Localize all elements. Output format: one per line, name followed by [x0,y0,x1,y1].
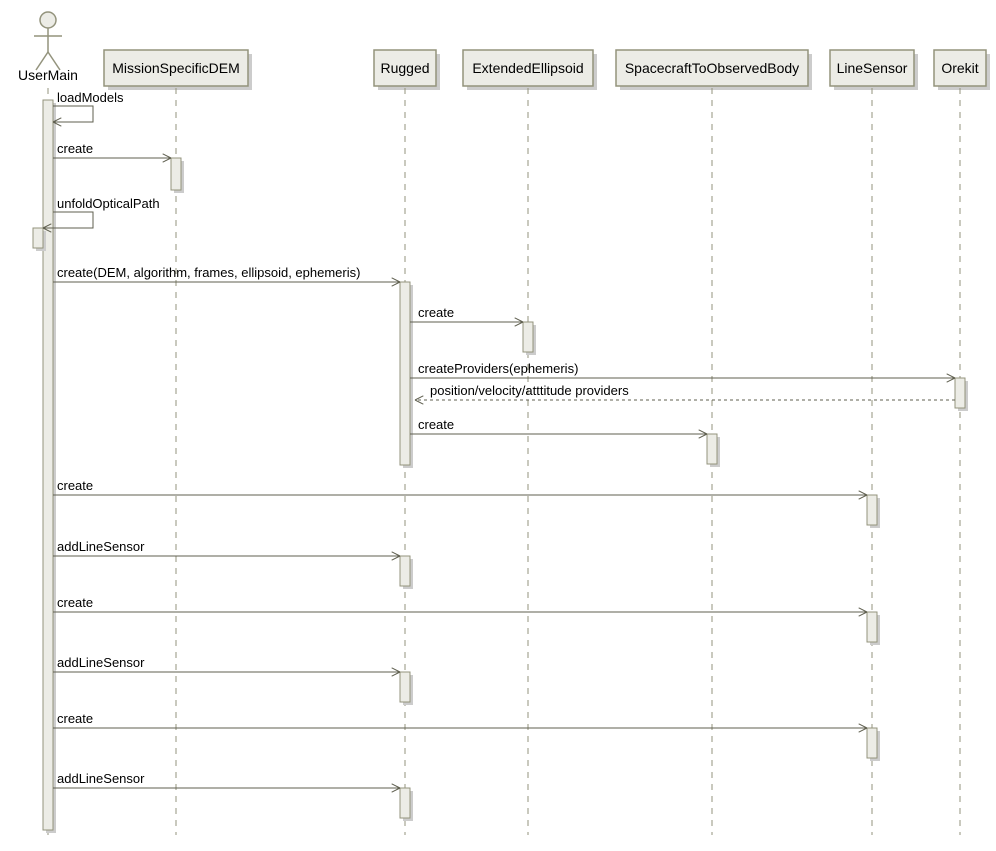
participant-stb: SpacecraftToObservedBody [616,50,812,90]
activation-bar [955,378,965,408]
activation-bar [33,228,43,248]
activation-bar [400,672,410,702]
participant-orekit: Orekit [934,50,990,90]
message-label: position/velocity/atttitude providers [430,383,629,398]
message: create [53,478,867,495]
message-label: create [418,305,454,320]
participant-label: LineSensor [837,60,908,76]
message-label: addLineSensor [57,771,145,786]
message: create [410,305,523,322]
message-label: loadModels [57,90,124,105]
message: position/velocity/atttitude providers [415,383,955,400]
activation-bar [867,728,877,758]
message: create [410,417,707,434]
message-label: addLineSensor [57,655,145,670]
message-label: create [57,478,93,493]
participant-label: SpacecraftToObservedBody [625,60,799,76]
message: create [53,141,171,158]
activation-bar [43,100,53,830]
message: addLineSensor [53,771,400,788]
message-label: createProviders(ephemeris) [418,361,578,376]
message-label: create(DEM, algorithm, frames, ellipsoid… [57,265,360,280]
message-label: create [57,141,93,156]
message: addLineSensor [53,539,400,556]
message: createProviders(ephemeris) [410,361,955,378]
message-label: addLineSensor [57,539,145,554]
actor-label: UserMain [18,67,78,83]
activation-bar [707,434,717,464]
message-label: unfoldOpticalPath [57,196,160,211]
participant-label: ExtendedEllipsoid [472,60,583,76]
participant-label: Orekit [941,60,978,76]
participant-label: MissionSpecificDEM [112,60,240,76]
message: create [53,711,867,728]
participant-ellipsoid: ExtendedEllipsoid [463,50,597,90]
activation-bar [867,495,877,525]
message: create [53,595,867,612]
participant-rugged: Rugged [374,50,440,90]
message: loadModels [53,90,124,122]
sequence-diagram: UserMain MissionSpecificDEM Rugged Extended… [0,0,996,851]
actor-usermain: UserMain [18,12,78,83]
message-label: create [418,417,454,432]
participant-dem: MissionSpecificDEM [104,50,252,90]
participant-label: Rugged [380,60,429,76]
message: unfoldOpticalPath [43,196,160,228]
participant-linesensor: LineSensor [830,50,918,90]
activation-bar [867,612,877,642]
message: addLineSensor [53,655,400,672]
message-label: create [57,711,93,726]
activation-bar [171,158,181,190]
activation-bar [523,322,533,352]
activation-bar [400,556,410,586]
message-label: create [57,595,93,610]
message: create(DEM, algorithm, frames, ellipsoid… [53,265,400,282]
activation-bar [400,282,410,465]
activation-bar [400,788,410,818]
